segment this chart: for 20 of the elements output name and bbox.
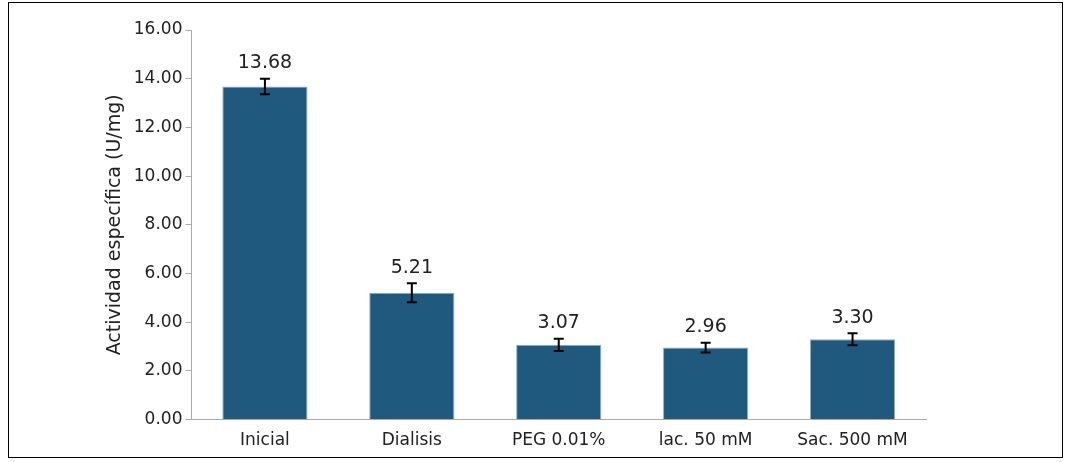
data-label: 2.96 xyxy=(684,314,727,337)
y-tick-label: 0.00 xyxy=(144,408,183,429)
data-label: 3.30 xyxy=(831,304,874,327)
x-tick-label: lac. 50 mM xyxy=(658,429,753,450)
x-tick-label: Dialisis xyxy=(381,429,443,450)
x-tick-label: Sac. 500 mM xyxy=(797,429,908,450)
data-label: 13.68 xyxy=(237,50,293,73)
y-tick-label: 4.00 xyxy=(144,310,183,331)
y-tick-label: 14.00 xyxy=(133,67,183,88)
data-label: 5.21 xyxy=(390,254,433,277)
y-tick-label: 2.00 xyxy=(144,359,183,380)
y-tick-label: 12.00 xyxy=(133,115,183,136)
y-tick-label: 6.00 xyxy=(144,261,183,282)
y-axis-title: Actividad específica (U/mg) xyxy=(102,94,125,356)
y-tick-label: 10.00 xyxy=(133,164,183,185)
x-tick-label: PEG 0.01% xyxy=(511,429,606,450)
x-tick-label: Inicial xyxy=(240,429,290,450)
data-label: 3.07 xyxy=(537,310,580,333)
y-tick-label: 8.00 xyxy=(144,213,183,234)
y-tick-label: 16.00 xyxy=(133,18,183,39)
